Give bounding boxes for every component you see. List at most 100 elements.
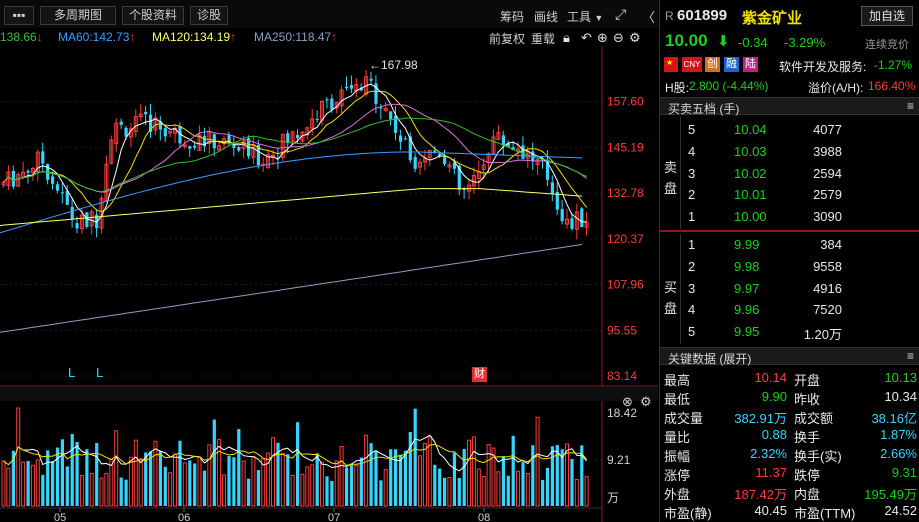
candle-body <box>182 144 187 147</box>
keydata-value: 38.16亿 <box>871 411 917 426</box>
volume-bar <box>305 466 310 507</box>
sell-row-1[interactable]: 1 10.00 3090 <box>660 206 919 226</box>
orderbook-header[interactable]: 买卖五档 (手) ≡ <box>660 97 919 116</box>
candle-body <box>339 89 344 107</box>
volume-bar <box>433 464 437 506</box>
current-price: 10.00 <box>665 31 708 50</box>
volume-bar <box>178 440 182 506</box>
volume-bar <box>300 473 305 507</box>
tools-menu[interactable]: 工具 ▼ <box>567 8 603 25</box>
caret-down-icon: ▼ <box>594 13 604 23</box>
draw-line-link[interactable]: 画线 <box>534 10 559 24</box>
ma60-value: MA60:142.73 <box>58 30 130 44</box>
volume-bar <box>501 456 505 506</box>
volume-bar <box>153 440 158 507</box>
candle-body <box>227 135 231 142</box>
kline-chart[interactable]: 157.60 145.19 132.78 120.37 107.96 95.55 83.14… <box>0 46 658 522</box>
ma120-line <box>0 188 583 226</box>
keydata-value: 195.49万 <box>864 487 917 502</box>
candle-body <box>398 135 403 142</box>
cny-badge[interactable]: CNY <box>682 57 702 72</box>
volume-bar <box>193 463 197 506</box>
volume-bar <box>35 459 40 507</box>
finance-badge[interactable]: 财 <box>472 367 487 382</box>
zoom-out-icon[interactable]: ⊖ <box>613 30 624 45</box>
candle-body <box>300 131 305 142</box>
buy-row-4[interactable]: 4 9.96 7520 <box>660 299 919 319</box>
undo-icon[interactable]: ↶ <box>581 30 592 45</box>
add-watchlist-button[interactable]: 加自选 <box>861 6 913 26</box>
candle-body <box>457 165 461 190</box>
menu-icon[interactable]: ≡ <box>906 349 914 363</box>
buy-level: 1 <box>688 237 696 252</box>
volume-bar <box>555 445 559 506</box>
margin-badge[interactable]: 融 <box>724 57 739 72</box>
volume-bar <box>290 475 295 507</box>
candle-body <box>545 159 550 180</box>
zoom-in-icon[interactable]: ⊕ <box>597 30 608 45</box>
price-down-arrow-icon: ⬇ <box>717 33 730 50</box>
volume-bar <box>574 478 579 507</box>
overlay-button[interactable]: 重载 <box>531 32 556 46</box>
adjust-mode-button[interactable]: 前复权 <box>489 32 526 46</box>
keydata-value: 2.66% <box>880 446 917 461</box>
close-volume-icon[interactable]: ⊗ <box>622 394 633 409</box>
collapse-panel-icon[interactable]: 〈 <box>642 10 656 25</box>
buy-row-5[interactable]: 5 9.95 1.20万 <box>660 321 919 342</box>
candle-body <box>481 164 486 170</box>
fullscreen-icon[interactable]: ⤢ <box>615 6 627 22</box>
keydata-value: 382.91万 <box>734 411 787 426</box>
buy-row-1[interactable]: 1 9.99 384 <box>660 234 919 254</box>
candle-body <box>280 133 285 159</box>
volume-bar <box>565 443 569 507</box>
chips-link[interactable]: 筹码 <box>500 10 525 24</box>
volume-settings-icon[interactable]: ⚙ <box>640 394 652 409</box>
volume-bar <box>202 470 207 506</box>
lock-icon[interactable]: 🔒︎ <box>563 30 570 45</box>
buy-row-3[interactable]: 3 9.97 4916 <box>660 278 919 298</box>
sell-row-3[interactable]: 3 10.02 2594 <box>660 163 919 183</box>
keydata-label: 成交额 <box>794 411 834 426</box>
sell-level: 2 <box>688 187 696 203</box>
volume-bar <box>99 477 104 507</box>
connect-badge[interactable]: 陆 <box>743 57 758 72</box>
volume-bar <box>85 449 89 506</box>
stock-profile-button[interactable]: 个股资料 <box>122 6 184 25</box>
keydata-row: 外盘 187.42万 内盘 195.49万 <box>660 482 919 502</box>
up-arrow-icon: ↑ <box>331 30 338 44</box>
volume-bar <box>334 460 339 507</box>
candle-body <box>555 191 559 210</box>
menu-icon[interactable]: ≡ <box>906 99 914 113</box>
trading-status: 连续竞价 <box>865 39 909 51</box>
keydata-header[interactable]: 关键数据 (展开) ≡ <box>660 347 919 366</box>
grid-menu-icon[interactable]: ▪▪▪ <box>4 6 34 25</box>
volume-bar <box>580 445 584 506</box>
ma5-line <box>3 83 587 223</box>
candle-body <box>418 161 422 168</box>
volume-bar <box>46 450 50 506</box>
volume-bar <box>104 473 109 507</box>
volume-bar <box>550 446 554 506</box>
sell-row-4[interactable]: 4 10.03 3988 <box>660 141 919 161</box>
price-tick-label: 145.19 <box>607 140 644 154</box>
candle-body <box>202 135 207 147</box>
volume-bar <box>349 463 354 506</box>
volume-bar <box>462 448 466 506</box>
sell-row-5[interactable]: 5 10.04 4077 <box>660 119 919 139</box>
chuang-badge[interactable]: 创 <box>705 57 720 72</box>
volume-bar <box>359 457 363 506</box>
diagnose-button[interactable]: 诊股 <box>190 6 228 25</box>
settings-gear-icon[interactable]: ⚙ <box>629 30 641 45</box>
buy-row-2[interactable]: 2 9.98 9558 <box>660 256 919 276</box>
candle-body <box>501 135 505 146</box>
sell-volume: 3090 <box>813 209 842 225</box>
candle-body <box>11 170 15 187</box>
sector-name[interactable]: 软件开发及服务: <box>779 60 867 74</box>
multi-period-button[interactable]: 多周期图 <box>40 6 116 25</box>
sell-row-2[interactable]: 2 10.01 2579 <box>660 184 919 204</box>
sell-volume: 3988 <box>813 143 842 159</box>
orderbook-divider <box>680 234 681 344</box>
sell-price: 10.01 <box>734 187 767 203</box>
candle-body <box>16 173 21 187</box>
price-tick-label: 107.96 <box>607 278 644 292</box>
